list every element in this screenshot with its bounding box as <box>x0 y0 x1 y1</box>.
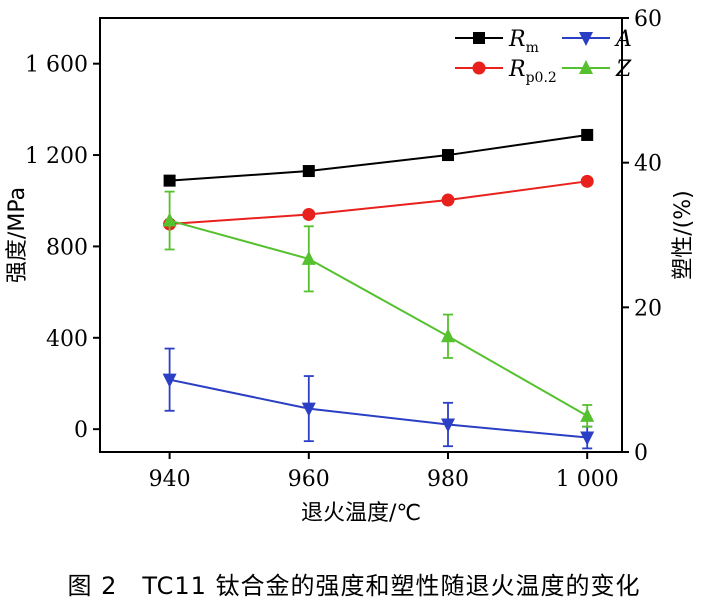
y-right-tick-label: 40 <box>634 152 662 177</box>
data-point <box>580 431 595 446</box>
y-left-axis-label: 强度/MPa <box>5 187 30 283</box>
figure-caption: 图 2 TC11 钛合金的强度和塑性随退火温度的变化 <box>67 572 641 600</box>
data-point <box>580 407 595 422</box>
data-point <box>441 193 455 207</box>
x-axis-label: 退火温度/℃ <box>301 501 421 526</box>
legend-marker <box>472 61 486 75</box>
y-left-tick-label: 800 <box>46 235 88 260</box>
data-point <box>442 149 454 162</box>
series-R_m <box>163 128 594 187</box>
series-A <box>162 347 595 450</box>
data-point <box>301 250 316 265</box>
data-point <box>162 212 177 227</box>
series-Z <box>162 190 595 428</box>
y-left-tick-label: 1 200 <box>25 144 88 169</box>
data-point <box>163 174 176 187</box>
y-left-tick-label: 1 600 <box>25 53 88 78</box>
series-line <box>169 378 588 439</box>
y-right-tick-label: 20 <box>634 296 662 321</box>
legend-marker <box>473 32 485 44</box>
plot-frame <box>99 17 623 453</box>
x-tick-label: 940 <box>149 467 191 492</box>
data-point <box>302 165 315 178</box>
y-right-tick-label: 60 <box>634 7 662 32</box>
data-point <box>441 328 455 343</box>
legend-label: A <box>614 27 632 52</box>
legend-marker <box>579 32 593 46</box>
data-point <box>162 373 177 388</box>
series-R_p0.2 <box>163 174 594 231</box>
legend-label: Rm <box>508 27 539 56</box>
series-layer <box>162 128 595 450</box>
chart: 940 960 980 1 000 0 400 800 1 200 1 600 0 20 40 60 退火… <box>5 7 696 526</box>
data-point <box>301 402 316 417</box>
y-left-tick-label: 0 <box>74 418 88 443</box>
x-tick-label: 960 <box>288 467 330 492</box>
x-tick-label: 980 <box>427 467 469 492</box>
data-point <box>580 174 594 188</box>
y-right-axis-label: 塑性/(%) <box>671 190 696 279</box>
legend-label: Z <box>615 57 632 82</box>
legend-label: Rp0.2 <box>508 57 557 86</box>
data-point <box>302 207 316 221</box>
series-line <box>169 180 588 226</box>
x-tick-label: 1 000 <box>556 467 619 492</box>
y-right-tick-label: 0 <box>634 441 648 466</box>
data-point <box>581 128 594 141</box>
legend-marker <box>579 60 593 74</box>
y-left-tick-label: 400 <box>46 327 88 352</box>
data-point <box>441 418 455 433</box>
series-line <box>169 133 588 182</box>
axes: 940 960 980 1 000 0 400 800 1 200 1 600 0 20 40 60 退火… <box>5 7 696 526</box>
series-line <box>169 219 588 417</box>
